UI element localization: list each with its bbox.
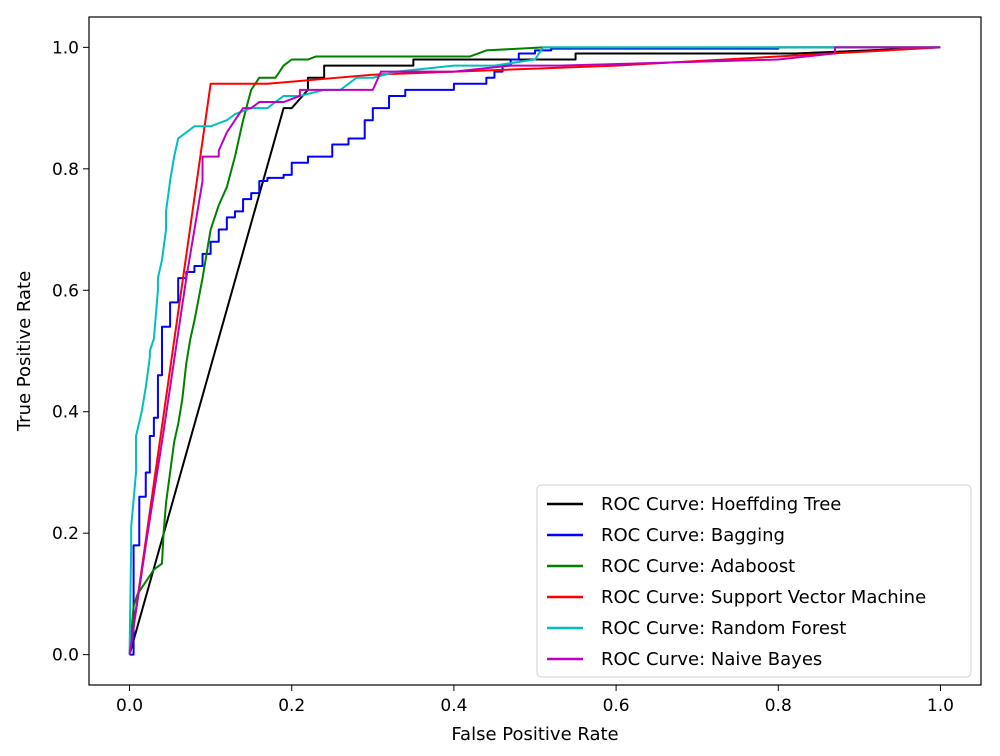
series-line-4: [128, 46, 941, 655]
x-tick-label: 1.0: [927, 696, 954, 716]
y-tick-label: 0.4: [52, 403, 79, 423]
legend-label-0: ROC Curve: Hoeffding Tree: [601, 494, 841, 515]
x-tick-label: 0.8: [765, 696, 792, 716]
x-tick-label: 0.0: [116, 696, 143, 716]
x-tick-label: 0.6: [603, 696, 630, 716]
y-tick-label: 1.0: [52, 38, 79, 58]
y-tick-label: 0.8: [52, 160, 79, 180]
y-tick-label: 0.0: [52, 646, 79, 666]
series-line-0: [128, 46, 941, 655]
legend-box: [536, 484, 972, 678]
series-line-2: [128, 46, 941, 655]
y-tick-label: 0.2: [52, 524, 79, 544]
series-line-1: [129, 46, 941, 656]
x-axis-label: False Positive Rate: [451, 724, 618, 745]
legend: ROC Curve: Hoeffding Tree ROC Curve: Bagg…: [536, 484, 972, 678]
series-lines: [128, 46, 941, 656]
x-tick-label: 0.2: [278, 696, 305, 716]
legend-label-3: ROC Curve: Support Vector Machine: [601, 587, 926, 608]
y-axis-label: True Positive Rate: [14, 271, 35, 432]
axis-ticks: 0.0 0.2 0.4 0.6 0.8 1.0 0.0 0.2 0.4 0.6 0.8 1.0: [52, 38, 954, 716]
legend-label-1: ROC Curve: Bagging: [601, 525, 785, 546]
legend-label-2: ROC Curve: Adaboost: [601, 556, 795, 577]
legend-label-5: ROC Curve: Naive Bayes: [601, 649, 822, 670]
series-line-5: [128, 46, 941, 655]
y-tick-label: 0.6: [52, 281, 79, 301]
legend-label-4: ROC Curve: Random Forest: [601, 618, 846, 639]
x-tick-label: 0.4: [440, 696, 467, 716]
